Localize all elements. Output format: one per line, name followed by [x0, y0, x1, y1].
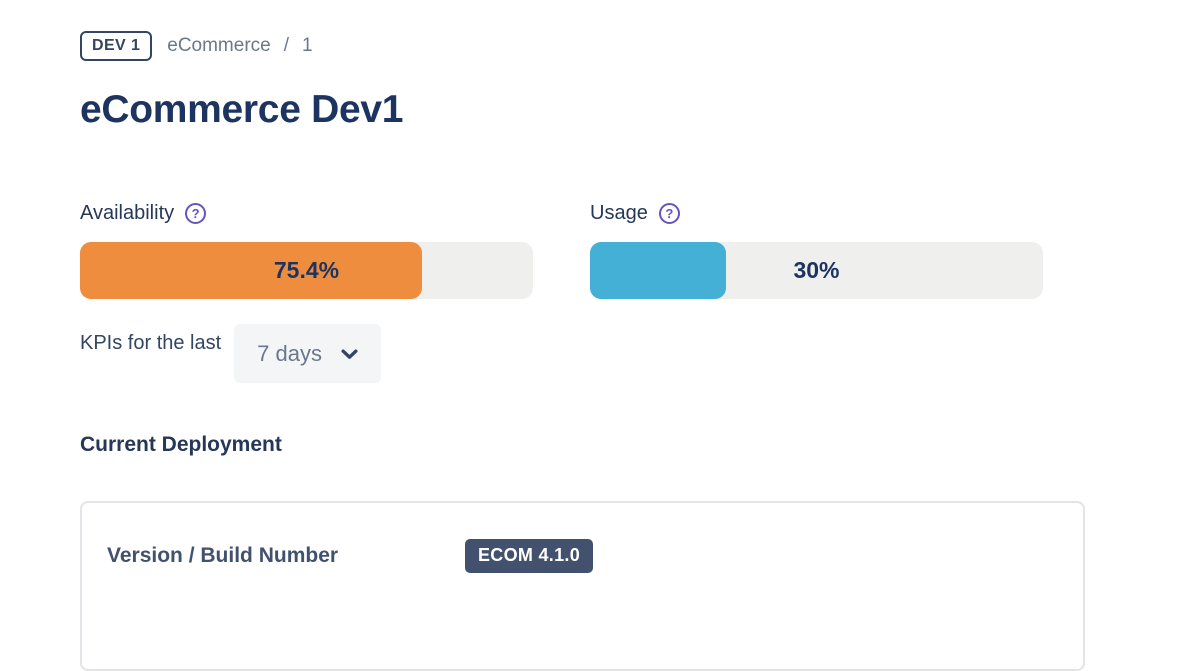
- page-title: eCommerce Dev1: [80, 88, 404, 131]
- usage-label: Usage: [590, 202, 648, 224]
- current-deployment-card: Version / Build Number ECOM 4.1.0: [80, 501, 1085, 671]
- version-build-number-label: Version / Build Number: [107, 543, 339, 567]
- usage-help-icon[interactable]: ?: [658, 203, 680, 224]
- kpi-period-select[interactable]: 7 days: [234, 324, 381, 383]
- availability-progress-bar: 75.4%: [80, 242, 533, 299]
- breadcrumb-separator: /: [283, 35, 290, 57]
- usage-progress-bar: 30%: [590, 242, 1043, 299]
- kpi-usage: Usage ? 30%: [590, 202, 1043, 299]
- usage-progress-value: 30%: [793, 257, 840, 283]
- breadcrumb: DEV 1 eCommerce / 1: [80, 31, 313, 62]
- breadcrumb-environment-id: 1: [302, 35, 313, 57]
- availability-label: Availability: [80, 202, 175, 224]
- availability-progress-value: 75.4%: [273, 257, 340, 283]
- section-title-current-deployment: Current Deployment: [80, 433, 282, 456]
- kpi-row: Availability ? 75.4% Usage ? 30%: [80, 202, 1043, 299]
- availability-help-icon[interactable]: ?: [185, 203, 207, 224]
- kpi-period-row: KPIs for the last 7 days: [80, 324, 381, 383]
- kpi-period-selected-value: 7 days: [257, 340, 322, 366]
- kpi-availability: Availability ? 75.4%: [80, 202, 533, 299]
- usage-progress-fill: [590, 242, 726, 299]
- environment-category-badge: DEV 1: [80, 31, 153, 62]
- kpi-period-label: KPIs for the last: [80, 332, 222, 354]
- version-badge[interactable]: ECOM 4.1.0: [465, 539, 594, 573]
- chevron-down-icon: [341, 349, 358, 360]
- deployment-field-row: Version / Build Number ECOM 4.1.0: [82, 503, 1083, 573]
- availability-progress-fill: [80, 242, 422, 299]
- breadcrumb-application-link[interactable]: eCommerce: [167, 35, 271, 57]
